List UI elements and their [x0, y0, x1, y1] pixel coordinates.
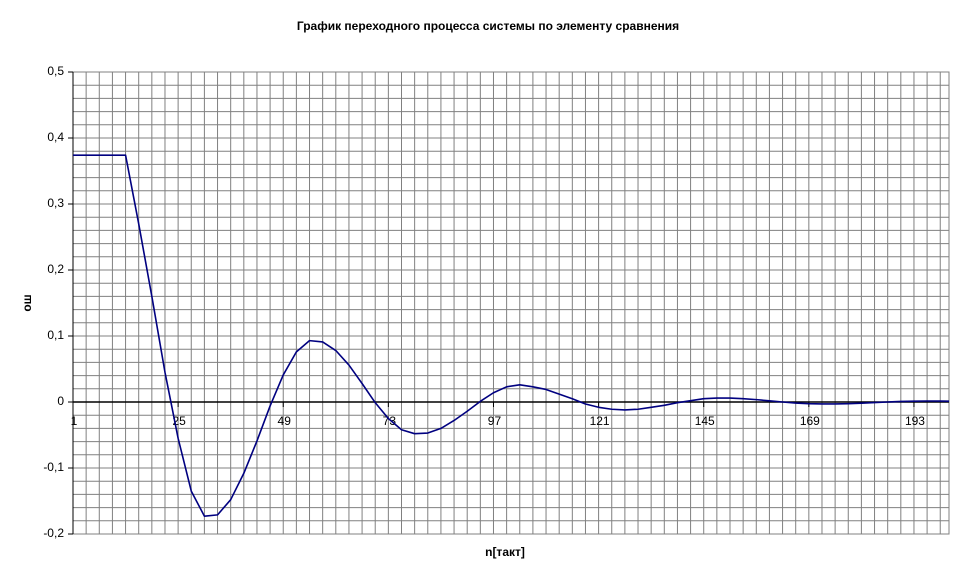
y-tick-label: 0 [57, 394, 64, 408]
x-tick-label: 1 [71, 414, 78, 428]
y-axis-title: ош [20, 294, 34, 311]
x-tick-label: 73 [383, 414, 397, 428]
x-tick-label: 121 [590, 414, 610, 428]
y-tick-label: 0,2 [47, 262, 64, 276]
x-axis-title: n[такт] [485, 545, 525, 559]
data-line [73, 154, 950, 517]
x-tick-label: 145 [695, 414, 715, 428]
x-tick-label: 97 [488, 414, 502, 428]
x-tick-label: 169 [800, 414, 820, 428]
y-tick-label: -0,2 [43, 526, 64, 540]
plot-area [72, 71, 950, 535]
y-tick-label: 0,3 [47, 196, 64, 210]
y-tick-label: 0,5 [47, 64, 64, 78]
x-tick-label: 49 [278, 414, 292, 428]
y-tick-label: 0,1 [47, 328, 64, 342]
y-tick-label: 0,4 [47, 130, 64, 144]
chart-title: График переходного процесса системы по э… [297, 19, 679, 33]
x-tick-label: 193 [905, 414, 925, 428]
y-tick-label: -0,1 [43, 460, 64, 474]
